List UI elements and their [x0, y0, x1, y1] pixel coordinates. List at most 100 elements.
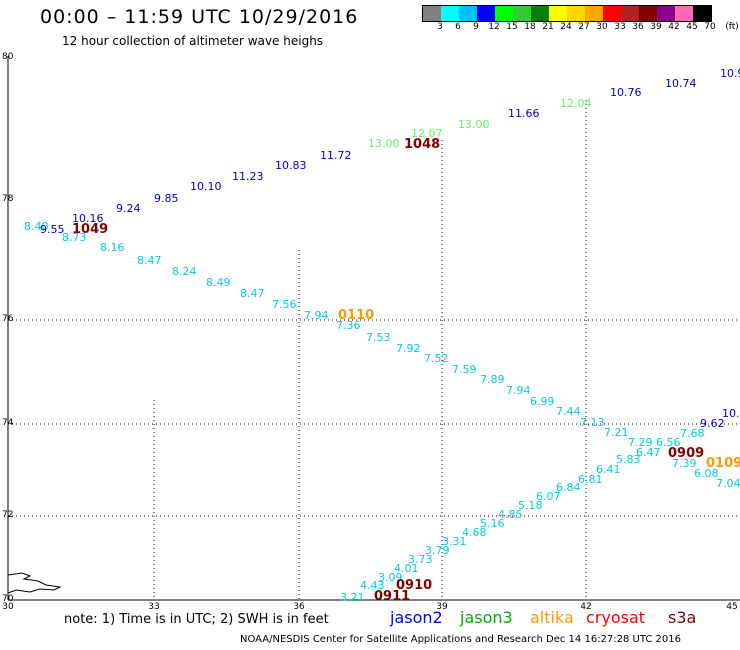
satellite-cryosat-label: cryosat	[586, 608, 646, 627]
wave-height-value: 4.43	[360, 579, 385, 592]
wave-height-value: 6.56	[656, 436, 681, 449]
color-swatch	[441, 6, 459, 21]
color-scale-tick: 18	[524, 22, 536, 32]
wave-height-value: 7.94	[506, 384, 531, 397]
wave-height-value: 7.92	[396, 342, 421, 355]
color-swatch	[693, 6, 711, 21]
color-scale-tick: (ft)	[725, 22, 739, 32]
color-scale-tick: 21	[542, 22, 554, 32]
satellite-jason2-label: jason2	[390, 608, 443, 627]
pass-time-label: 1049	[72, 222, 109, 237]
wave-height-value: 7.68	[680, 427, 705, 440]
lon-label-45: 45	[726, 602, 738, 612]
color-scale-tick: 45	[686, 22, 698, 32]
wave-height-value: 11.66	[508, 107, 540, 120]
wave-height-value: 11.23	[232, 170, 264, 183]
wave-height-value: 5.18	[518, 499, 543, 512]
wave-height-value: 8.47	[137, 254, 162, 267]
color-scale-tick: 3	[437, 22, 443, 32]
color-scale-bar	[422, 5, 712, 22]
color-scale-tick: 70	[704, 22, 716, 32]
wave-height-value: 6.84	[556, 481, 581, 494]
wave-height-value: 8.24	[172, 265, 197, 278]
wave-height-value: 7.89	[480, 373, 505, 386]
color-swatch	[477, 6, 495, 21]
lat-label-72: 72	[2, 510, 14, 520]
wave-height-value: 5.16	[480, 517, 505, 530]
pass-time-label: 0110	[338, 308, 375, 323]
color-swatch	[657, 6, 675, 21]
wave-height-value: 4.68	[462, 526, 487, 539]
pass-time-label: 0909	[668, 446, 705, 461]
wave-height-value: 3.09	[378, 571, 403, 584]
wave-height-value: 5.83	[616, 453, 641, 466]
color-scale-tick: 39	[650, 22, 662, 32]
wave-height-value: 6.99	[530, 395, 555, 408]
wave-height-value: 4.85	[498, 508, 523, 521]
wave-height-value: 7.59	[452, 363, 477, 376]
wave-height-value: 4.01	[394, 562, 419, 575]
lon-label-42: 42	[580, 602, 592, 612]
wave-height-value: 7.52	[424, 352, 449, 365]
lat-label-76: 76	[2, 314, 14, 324]
wave-height-value: 10.74	[665, 77, 697, 90]
wave-height-value: 10.76	[610, 86, 642, 99]
credit-footer: NOAA/NESDIS Center for Satellite Applica…	[240, 634, 682, 645]
wave-height-value: 12.07	[411, 127, 443, 140]
wave-height-value: 9.24	[116, 202, 141, 215]
lon-label-33: 33	[148, 602, 160, 612]
color-scale-tick: 24	[560, 22, 572, 32]
color-scale-tick: 12	[488, 22, 500, 32]
units-note: note: 1) Time is in UTC; 2) SWH is in fe…	[64, 612, 329, 627]
color-swatch	[549, 6, 567, 21]
color-swatch	[675, 6, 693, 21]
color-scale-tick: 42	[668, 22, 680, 32]
color-swatch	[495, 6, 513, 21]
wave-height-value: 7.56	[272, 298, 297, 311]
lon-label-36: 36	[293, 602, 305, 612]
color-scale-ticks: 3 6 9 12 15 18 21 24 27 30 33 36 39 42 45 70 (ft)	[422, 22, 740, 34]
color-swatch	[423, 6, 441, 21]
lat-label-74: 74	[2, 418, 14, 428]
color-swatch	[567, 6, 585, 21]
map-subtitle: 12 hour collection of altimeter wave hei…	[62, 34, 324, 48]
wave-height-value: 6.81	[578, 473, 603, 486]
pass-time-label: 1048	[404, 137, 441, 152]
wave-height-value: 10.16	[72, 212, 104, 225]
color-scale-tick: 36	[632, 22, 644, 32]
wave-height-value: 9.55	[40, 223, 65, 236]
wave-height-value: 6.41	[596, 463, 621, 476]
color-swatch	[603, 6, 621, 21]
wave-height-value: 9.62	[700, 417, 725, 430]
wave-height-value: 7.29	[628, 436, 653, 449]
wave-height-value: 13.00	[458, 118, 490, 131]
wave-height-value: 3.31	[442, 535, 467, 548]
lat-label-78: 78	[2, 194, 14, 204]
color-scale-tick: 9	[473, 22, 479, 32]
wave-height-value: 7.21	[604, 426, 629, 439]
wave-height-value: 10.9	[720, 67, 740, 80]
wave-height-value: 10.8	[722, 407, 740, 420]
color-scale-tick: 33	[614, 22, 626, 32]
wave-height-value: 9.85	[154, 192, 179, 205]
satellite-jason3-label: jason3	[460, 608, 513, 627]
wave-height-value: 7.36	[336, 319, 361, 332]
wave-height-value: 12.04	[560, 97, 592, 110]
color-swatch	[585, 6, 603, 21]
wave-height-value: 6.08	[694, 467, 719, 480]
wave-height-value: 11.72	[320, 149, 352, 162]
wave-height-value: 13.00	[368, 137, 400, 150]
map-title: 00:00 – 11:59 UTC 10/29/2016	[40, 6, 359, 28]
lat-label-70: 70	[2, 594, 14, 604]
color-scale-tick: 15	[506, 22, 518, 32]
lat-label-80: 80	[2, 52, 14, 62]
coastline	[7, 572, 62, 594]
wave-height-value: 3.21	[340, 591, 365, 604]
color-scale-tick: 30	[596, 22, 608, 32]
wave-height-value: 7.44	[556, 405, 581, 418]
wave-height-value: 8.40	[24, 220, 49, 233]
wave-height-value: 8.47	[240, 287, 265, 300]
wave-height-value: 7.13	[580, 416, 605, 429]
color-swatch	[513, 6, 531, 21]
